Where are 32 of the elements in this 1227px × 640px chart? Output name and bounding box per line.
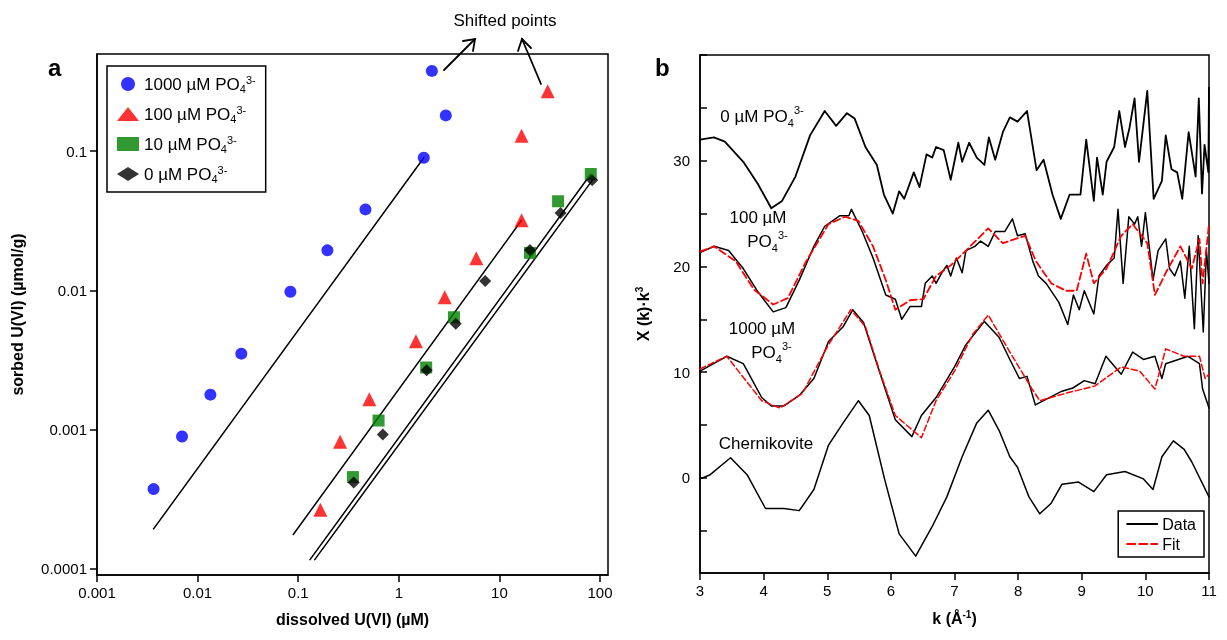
text: Shifted points: [453, 10, 557, 30]
x-tick-label: 0.001: [78, 584, 116, 601]
x-axis-title: dissolved U(VI) (µM): [275, 610, 430, 628]
x-tick-label: 10: [491, 584, 508, 601]
chart-title: a: [48, 53, 62, 81]
y-tick-label: 0.001: [49, 421, 87, 438]
x-tick-label: 11: [1201, 582, 1217, 599]
legend-label: Fit: [1162, 535, 1181, 553]
annotation: Chernikovite: [718, 433, 814, 453]
x-tick-label: 6: [886, 582, 896, 599]
x-tick-label: 10: [1137, 582, 1154, 599]
y-tick-label: 0.1: [66, 142, 87, 160]
x-tick-label: 8: [1013, 582, 1023, 599]
x-tick-label: 0.1: [287, 584, 309, 601]
x-tick-label: 1: [394, 584, 403, 601]
x-tick-label: 4: [759, 582, 768, 599]
y-tick-label: 0.01: [57, 281, 87, 299]
y-tick-label: 30: [673, 152, 690, 170]
y-tick-label: 10: [673, 363, 690, 381]
x-tick-label: 9: [1077, 582, 1086, 599]
x-tick-label: 100: [587, 584, 613, 601]
y-axis-title: sorbed U(VI) (µmol/g): [8, 233, 26, 396]
y-tick-label: 0: [681, 469, 690, 487]
x-tick-label: 7: [950, 582, 959, 599]
y-tick-label: 20: [673, 257, 690, 275]
y-tick-label: 0.0001: [41, 560, 87, 578]
x-tick-label: 0.01: [183, 584, 213, 601]
y-axis-title: X (k)·k3: [633, 286, 652, 342]
x-tick-label: 3: [695, 582, 705, 599]
x-tick-label: 5: [823, 582, 832, 599]
legend-label: Data: [1162, 515, 1197, 533]
chart-title: b: [655, 53, 670, 81]
